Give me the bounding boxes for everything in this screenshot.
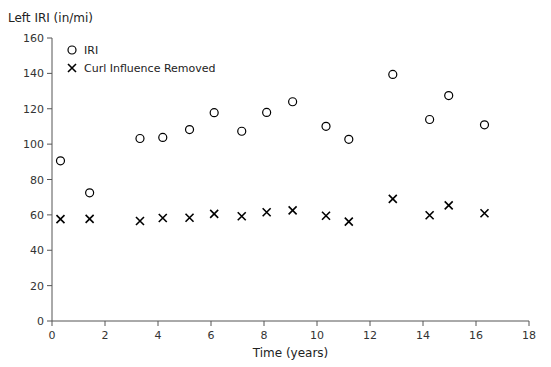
point: [322, 212, 330, 220]
x-tick: [476, 321, 477, 326]
x-tick: [264, 321, 265, 326]
y-tick-label: 40: [30, 244, 44, 257]
y-tick: [47, 108, 52, 109]
point: [289, 98, 297, 106]
point: [56, 157, 64, 165]
y-tick-label: 100: [23, 138, 44, 151]
point: [426, 116, 434, 124]
y-tick: [47, 321, 52, 322]
chart: 0 2 4 6 8 10 12 14 16 18 0 20 40 60 80 100 120 140 160 Time…: [0, 0, 551, 367]
point: [263, 108, 271, 116]
y-tick-label: 80: [30, 174, 44, 187]
legend-marker: [68, 46, 76, 54]
y-tick-label: 20: [30, 280, 44, 293]
x-tick-label: 2: [102, 329, 109, 342]
point: [238, 212, 246, 220]
y-tick: [47, 38, 52, 39]
point: [136, 135, 144, 143]
x-tick: [423, 321, 424, 326]
point: [445, 201, 453, 209]
x-tick-label: 16: [469, 329, 483, 342]
point: [289, 206, 297, 214]
point: [186, 126, 194, 134]
plot-area: [56, 70, 488, 225]
point: [445, 92, 453, 100]
point: [186, 214, 194, 222]
point: [159, 214, 167, 222]
point: [238, 127, 246, 135]
series: [56, 195, 488, 226]
x-tick-label: 0: [49, 329, 56, 342]
x-tick-label: 10: [310, 329, 324, 342]
point: [210, 109, 218, 117]
legend-marker: [68, 64, 76, 72]
x-tick: [52, 321, 53, 326]
x-tick-label: 18: [522, 329, 536, 342]
y-tick: [47, 214, 52, 215]
y-tick-label: 0: [37, 315, 44, 328]
x-axis-label: Time (years): [252, 346, 329, 360]
series: [56, 70, 488, 196]
point: [263, 208, 271, 216]
x-tick: [158, 321, 159, 326]
y-tick: [47, 285, 52, 286]
legend-label: IRI: [84, 44, 98, 57]
x-tick: [529, 321, 530, 326]
x-tick: [370, 321, 371, 326]
x-tick-label: 4: [155, 329, 162, 342]
point: [389, 195, 397, 203]
point: [86, 189, 94, 197]
x-tick-label: 14: [416, 329, 430, 342]
x-tick-label: 12: [363, 329, 377, 342]
x-tick: [317, 321, 318, 326]
y-tick-label: 60: [30, 209, 44, 222]
legend-label: Curl Influence Removed: [84, 62, 216, 75]
point: [480, 121, 488, 129]
y-tick: [47, 73, 52, 74]
point: [159, 133, 167, 141]
legend: IRI Curl Influence Removed: [68, 44, 216, 75]
y-tick: [47, 250, 52, 251]
x-tick-label: 6: [208, 329, 215, 342]
point: [480, 209, 488, 217]
point: [56, 215, 64, 223]
x-tick: [211, 321, 212, 326]
point: [86, 215, 94, 223]
x-tick: [105, 321, 106, 326]
y-tick-label: 160: [23, 32, 44, 45]
point: [210, 210, 218, 218]
x-tick-label: 8: [261, 329, 268, 342]
x-axis-line: [52, 321, 529, 322]
point: [136, 217, 144, 225]
point: [345, 135, 353, 143]
point: [345, 218, 353, 226]
y-tick-label: 120: [23, 103, 44, 116]
y-tick: [47, 179, 52, 180]
point: [426, 211, 434, 219]
point: [322, 122, 330, 130]
point: [389, 70, 397, 78]
y-tick: [47, 144, 52, 145]
y-axis-label: Left IRI (in/mi): [8, 11, 93, 25]
y-tick-label: 140: [23, 67, 44, 80]
